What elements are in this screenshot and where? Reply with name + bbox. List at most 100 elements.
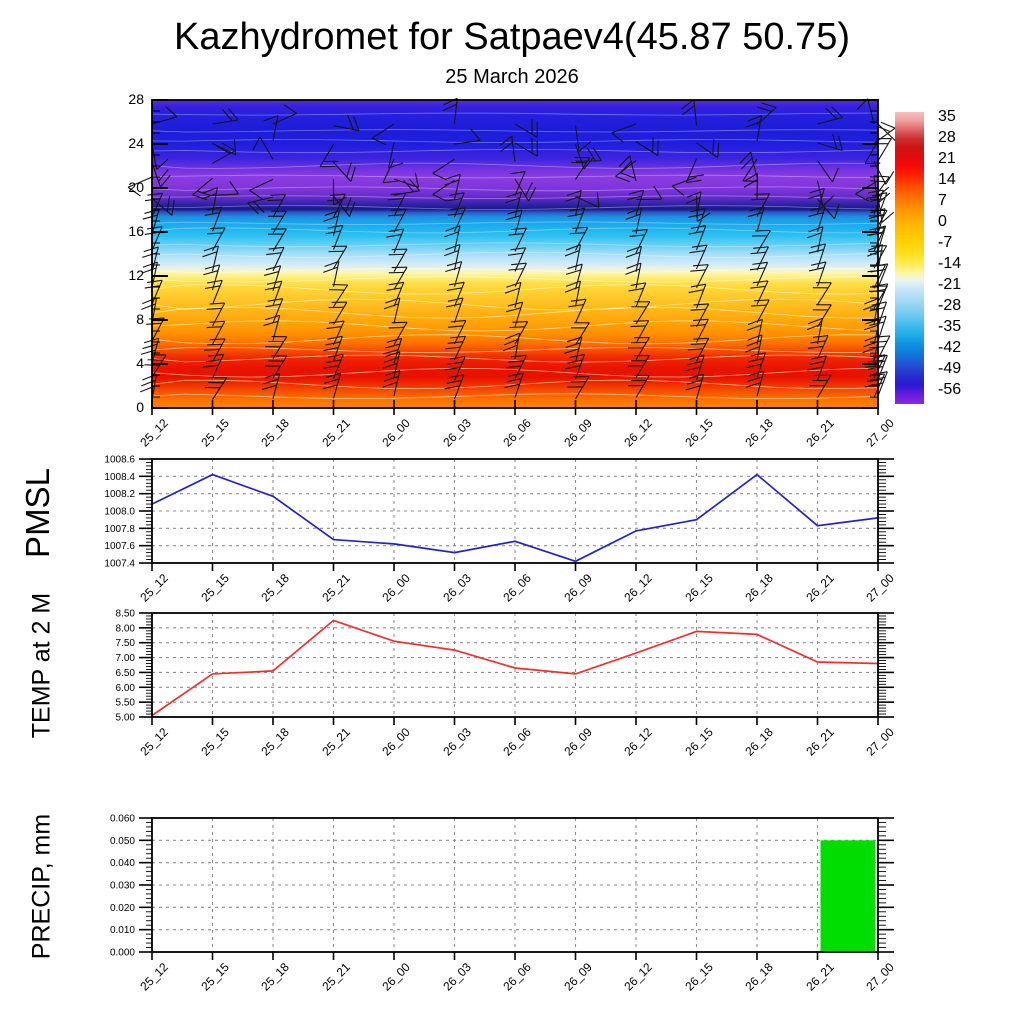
colorbar: [895, 112, 924, 404]
time-label: 26_09: [560, 416, 595, 450]
time-label: 25_21: [318, 725, 353, 759]
time-label: 26_12: [621, 571, 655, 605]
colorbar-tick-label: 0: [938, 213, 947, 230]
time-label: 27_00: [863, 960, 897, 994]
colorbar-tick-label: 7: [938, 192, 947, 209]
time-label: 26_09: [560, 960, 595, 994]
time-label: 25_12: [137, 960, 171, 994]
time-label: 26_06: [500, 960, 534, 994]
time-label: 25_21: [318, 571, 353, 605]
time-label: 26_12: [621, 960, 655, 994]
colorbar-tick-label: -49: [938, 360, 962, 377]
PMSL-series: [151, 473, 879, 563]
time-label: 25_15: [197, 416, 232, 450]
y-tick-label: 1008.4: [104, 472, 135, 483]
precip-bar: [820, 840, 875, 952]
time-label: 26_06: [500, 416, 534, 450]
time-label: 26_03: [439, 725, 474, 759]
precip-axis-title: PRECIP, mm: [27, 813, 56, 960]
time-label: 26_12: [621, 725, 655, 759]
time-label: 26_06: [500, 571, 534, 605]
time-label: 27_00: [863, 571, 897, 605]
time-label: 26_21: [802, 571, 837, 605]
colorbar-tick-label: 14: [938, 171, 956, 188]
time-label: 26_18: [742, 416, 776, 450]
temp-chart: 5.00 5.50 6.00 6.50 7.00 7.50 8.00 8.50: [116, 609, 894, 725]
pmsl-axis-title: PMSL: [19, 468, 56, 558]
time-label: 26_03: [439, 416, 474, 450]
time-label: 26_18: [742, 960, 776, 994]
colorbar-tick-label: -28: [938, 297, 962, 314]
y-tick-label: 7.00: [116, 653, 136, 664]
time-label: 25_15: [197, 960, 232, 994]
y-tick-label: 5.00: [116, 713, 136, 724]
time-label: 26_15: [681, 960, 716, 994]
time-label: 26_12: [621, 416, 655, 450]
time-label: 25_18: [258, 725, 292, 759]
colorbar-tick-label: -35: [938, 318, 962, 335]
time-label: 25_21: [318, 416, 353, 450]
temp-x-axis-labels: 25_12 25_15 25_18 25_21 26_00 26_03 26_06 26_09…: [0, 723, 1024, 771]
time-label: 26_21: [802, 416, 837, 450]
y-tick-label: 1007.4: [104, 559, 135, 570]
y-tick-label: 0.030: [110, 881, 135, 892]
time-label: 25_12: [137, 416, 171, 450]
y-tick-label: 6.50: [116, 668, 136, 679]
time-label: 25_18: [258, 416, 292, 450]
page-title: Kazhydromet for Satpaev4(45.87 50.75): [174, 16, 850, 58]
y-tick-label: 1008.6: [104, 455, 135, 466]
colorbar-tick-label: -14: [938, 255, 962, 272]
heatmap-y-tick-label: 12: [128, 267, 144, 283]
time-label: 27_00: [863, 416, 897, 450]
precip-chart: 0.000 0.010 0.020 0.030 0.040 0.050 0.060: [110, 814, 894, 960]
colorbar-tick-label: -7: [938, 234, 953, 251]
time-label: 26_18: [742, 571, 776, 605]
y-tick-label: 1008.0: [104, 507, 135, 518]
y-tick-label: 0.050: [110, 836, 135, 847]
y-tick-label: 1007.8: [104, 524, 135, 535]
time-label: 26_00: [379, 416, 413, 450]
colorbar-tick-label: 28: [938, 129, 956, 146]
time-label: 26_09: [560, 571, 595, 605]
time-label: 26_06: [500, 725, 534, 759]
heatmap-y-tick-label: 16: [128, 223, 144, 239]
time-label: 26_00: [379, 571, 413, 605]
time-label: 26_00: [379, 960, 413, 994]
page-subtitle: 25 March 2026: [445, 66, 579, 88]
TEMP at 2 M-series: [151, 619, 879, 717]
time-label: 26_15: [681, 725, 716, 759]
time-label: 26_15: [681, 416, 716, 450]
pmsl-x-axis-labels: 25_12 25_15 25_18 25_21 26_00 26_03 26_06 26_09…: [0, 569, 1024, 617]
time-label: 26_15: [681, 571, 716, 605]
colorbar-tick-label: 35: [938, 108, 956, 125]
time-label: 26_03: [439, 960, 474, 994]
heatmap-y-tick-label: 8: [136, 311, 144, 327]
time-label: 26_03: [439, 571, 474, 605]
heatmap-y-tick-label: 4: [136, 355, 144, 371]
pmsl-chart: 1007.4 1007.6 1007.8 1008.0 1008.2 1008.4 1008…: [104, 455, 894, 571]
colorbar-tick-label: -42: [938, 339, 962, 356]
y-tick-label: 0.040: [110, 858, 135, 869]
time-label: 25_15: [197, 725, 232, 759]
y-tick-label: 7.50: [116, 638, 136, 649]
time-label: 26_18: [742, 725, 776, 759]
heatmap-y-tick-label: 0: [136, 399, 144, 415]
time-label: 25_18: [258, 571, 292, 605]
time-label: 26_21: [802, 725, 837, 759]
colorbar-tick-label: 21: [938, 150, 956, 167]
upper-air-heatmap: [127, 97, 901, 415]
heatmap-y-tick-label: 28: [128, 91, 144, 107]
y-tick-label: 0.060: [110, 814, 135, 825]
y-tick-label: 5.50: [116, 698, 136, 709]
y-tick-label: 1008.2: [104, 489, 135, 500]
time-label: 25_12: [137, 571, 171, 605]
y-tick-label: 1007.6: [104, 541, 135, 552]
heatmap-y-tick-label: 24: [128, 135, 144, 151]
y-tick-label: 8.00: [116, 623, 136, 634]
y-tick-label: 8.50: [116, 609, 136, 620]
heatmap-x-axis-labels: 25_12 25_15 25_18 25_21 26_00 26_03 26_06 26_09…: [0, 414, 1024, 462]
y-tick-label: 0.020: [110, 903, 135, 914]
y-tick-label: 0.010: [110, 925, 135, 936]
time-label: 25_12: [137, 725, 171, 759]
